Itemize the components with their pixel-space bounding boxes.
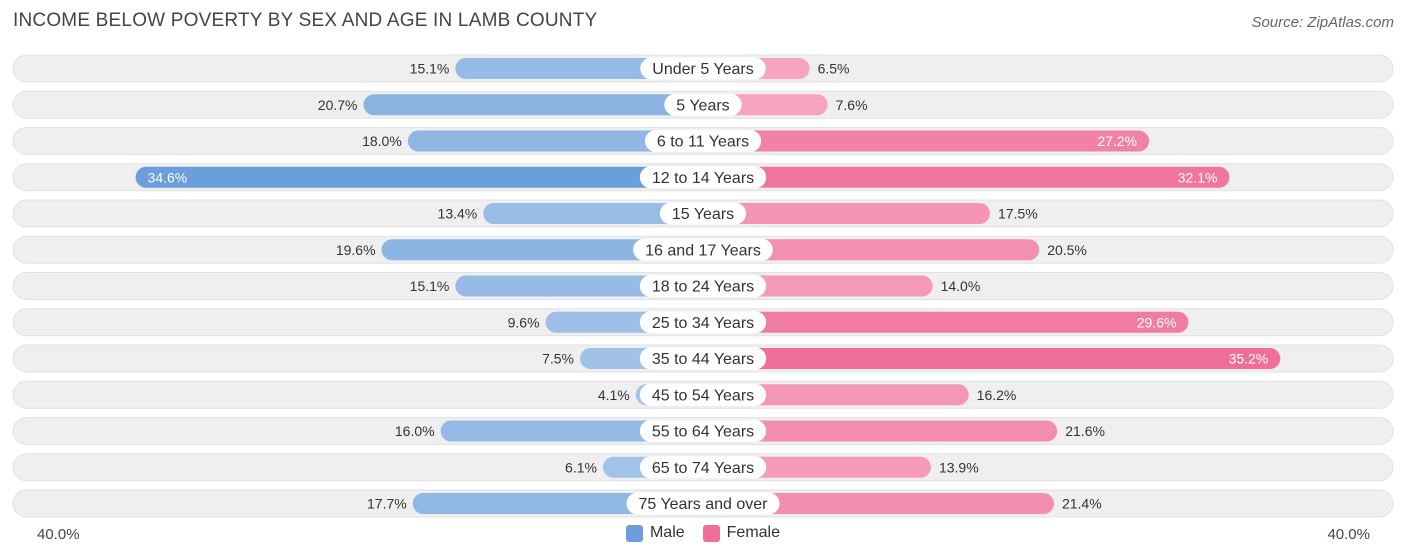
female-bar [703, 311, 1189, 333]
male-value-label: 4.1% [598, 387, 630, 403]
category-label: 5 Years [676, 97, 729, 114]
male-bar [440, 420, 703, 442]
female-bar [703, 203, 990, 224]
female-bar [703, 166, 1230, 188]
category-pill [639, 275, 767, 297]
source-note: Source: ZipAtlas.com [1251, 14, 1394, 31]
female-bar [703, 130, 1150, 152]
category-pill [664, 93, 742, 116]
female-value-label: 13.9% [939, 459, 979, 475]
category-label: 75 Years and over [639, 496, 769, 513]
chart-title: INCOME BELOW POVERTY BY SEX AND AGE IN L… [13, 10, 598, 31]
category-pill [640, 57, 766, 80]
category-pill [639, 311, 767, 334]
category-pill [659, 202, 747, 225]
male-value-label: 15.1% [410, 61, 450, 77]
male-value-label: 15.1% [410, 278, 450, 294]
category-label: 45 to 54 Years [652, 387, 754, 404]
legend: Male Female [0, 524, 1406, 542]
legend-item-male: Male [625, 524, 685, 542]
female-value-label: 27.2% [1097, 133, 1137, 149]
male-bar [407, 130, 703, 152]
male-bar [135, 166, 703, 188]
male-value-label: 6.1% [565, 459, 597, 475]
female-value-label: 32.1% [1178, 169, 1218, 185]
category-label: 25 to 34 Years [652, 315, 754, 332]
category-label: 65 to 74 Years [652, 460, 754, 477]
category-pill [639, 166, 767, 189]
female-value-label: 35.2% [1229, 351, 1269, 367]
female-bar [703, 348, 1281, 369]
female-value-label: 16.2% [977, 387, 1017, 403]
category-pill [633, 238, 773, 261]
male-value-label: 16.0% [395, 423, 435, 439]
male-value-label: 13.4% [438, 206, 478, 222]
category-label: 12 to 14 Years [652, 170, 754, 187]
category-label: 6 to 11 Years [657, 134, 749, 151]
male-bar [455, 275, 703, 297]
female-value-label: 29.6% [1137, 314, 1177, 330]
male-value-label: 34.6% [148, 169, 188, 185]
category-label: Under 5 Years [652, 61, 753, 78]
female-bar [703, 384, 969, 406]
category-label: 35 to 44 Years [652, 351, 754, 368]
female-value-label: 14.0% [941, 278, 981, 294]
category-pill [639, 456, 767, 479]
female-value-label: 21.6% [1065, 423, 1105, 439]
axis-right-label: 40.0% [1327, 526, 1370, 543]
male-value-label: 20.7% [318, 97, 358, 113]
female-bar [703, 420, 1058, 442]
male-value-label: 7.5% [542, 351, 574, 367]
male-value-label: 17.7% [367, 496, 407, 512]
legend-swatch-female [702, 524, 720, 542]
legend-label-female: Female [726, 524, 781, 541]
male-value-label: 18.0% [362, 133, 402, 149]
female-value-label: 20.5% [1047, 242, 1087, 258]
legend-item-female: Female [702, 524, 781, 542]
female-value-label: 21.4% [1062, 496, 1102, 512]
female-value-label: 17.5% [998, 206, 1038, 222]
category-pill [639, 383, 767, 406]
female-value-label: 7.6% [836, 97, 868, 113]
female-bar [703, 239, 1040, 261]
category-label: 55 to 64 Years [652, 424, 754, 441]
female-bar [703, 493, 1054, 514]
legend-label-male: Male [649, 524, 685, 541]
category-pill [639, 347, 767, 370]
male-bar [381, 239, 703, 261]
category-label: 16 and 17 Years [645, 242, 761, 259]
male-bar [483, 203, 703, 224]
female-value-label: 6.5% [818, 61, 850, 77]
category-pill [626, 492, 780, 515]
legend-swatch-male [625, 524, 643, 542]
category-pill [644, 130, 762, 152]
category-pill [639, 420, 767, 442]
male-value-label: 19.6% [336, 242, 376, 258]
chart-canvas: 15.1% 6.5% Under 5 Years 20.7% 7.6% 5 Years 18… [12, 54, 1394, 518]
male-bar [363, 94, 703, 116]
axis-left-label: 40.0% [37, 526, 80, 543]
male-value-label: 9.6% [508, 314, 540, 330]
category-label: 18 to 24 Years [652, 279, 754, 296]
category-label: 15 Years [672, 206, 734, 223]
male-bar [455, 58, 703, 79]
